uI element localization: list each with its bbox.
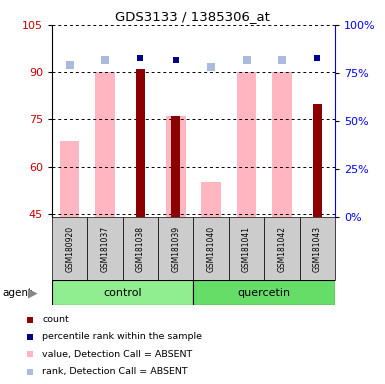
Bar bbox=[193, 217, 229, 280]
Text: rank, Detection Call = ABSENT: rank, Detection Call = ABSENT bbox=[42, 367, 188, 376]
Text: GSM181037: GSM181037 bbox=[100, 225, 110, 272]
Bar bbox=[52, 280, 193, 305]
Bar bbox=[158, 217, 193, 280]
Text: agent: agent bbox=[2, 288, 32, 298]
Bar bbox=[264, 217, 300, 280]
Bar bbox=[87, 217, 123, 280]
Bar bbox=[237, 72, 256, 217]
Bar bbox=[193, 280, 335, 305]
Text: GDS3133 / 1385306_at: GDS3133 / 1385306_at bbox=[115, 10, 270, 23]
Bar bbox=[300, 217, 335, 280]
Bar bbox=[229, 217, 264, 280]
Bar bbox=[313, 104, 322, 217]
Text: value, Detection Call = ABSENT: value, Detection Call = ABSENT bbox=[42, 350, 192, 359]
Text: GSM181040: GSM181040 bbox=[207, 225, 216, 272]
Text: GSM180920: GSM180920 bbox=[65, 225, 74, 272]
Bar bbox=[136, 69, 145, 217]
Bar bbox=[60, 141, 79, 217]
Text: GSM181041: GSM181041 bbox=[242, 226, 251, 271]
Bar bbox=[95, 72, 115, 217]
Bar bbox=[166, 116, 186, 217]
Text: count: count bbox=[42, 315, 69, 324]
Text: GSM181038: GSM181038 bbox=[136, 226, 145, 271]
Bar bbox=[52, 217, 87, 280]
Bar bbox=[123, 217, 158, 280]
Bar bbox=[201, 182, 221, 217]
Text: quercetin: quercetin bbox=[238, 288, 291, 298]
Text: control: control bbox=[104, 288, 142, 298]
Text: percentile rank within the sample: percentile rank within the sample bbox=[42, 333, 202, 341]
Text: ▶: ▶ bbox=[28, 286, 38, 299]
Bar bbox=[171, 116, 180, 217]
Text: GSM181039: GSM181039 bbox=[171, 225, 180, 272]
Text: GSM181043: GSM181043 bbox=[313, 225, 322, 272]
Text: GSM181042: GSM181042 bbox=[277, 226, 286, 271]
Bar bbox=[272, 72, 291, 217]
